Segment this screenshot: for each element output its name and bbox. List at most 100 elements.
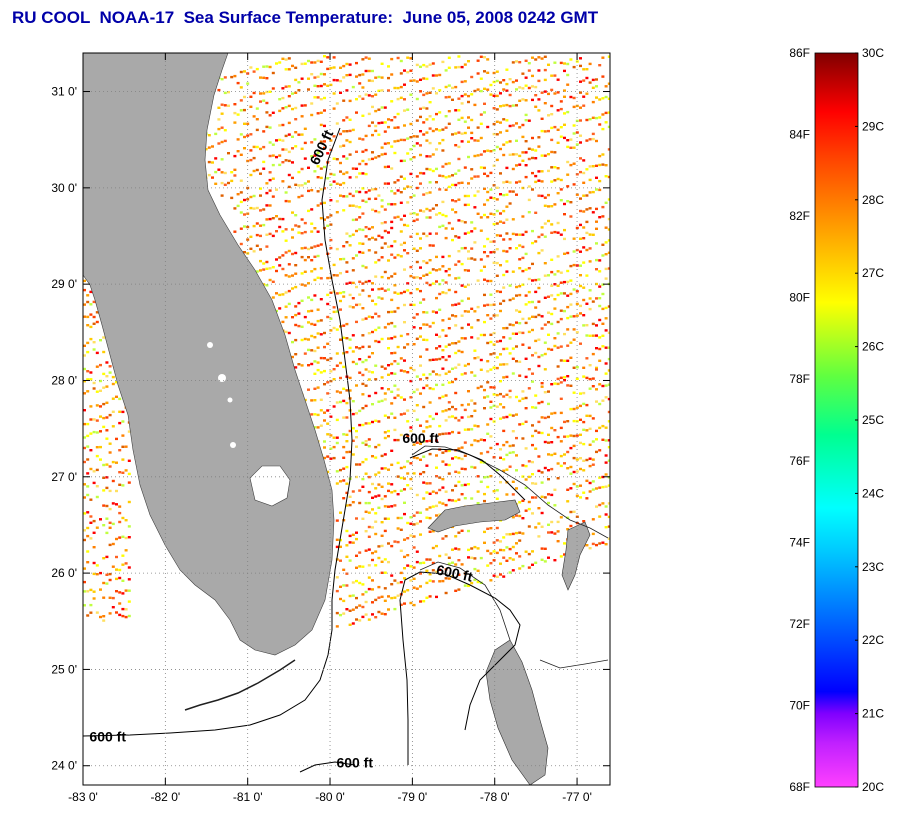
sst-pixel	[518, 233, 522, 236]
sst-pixel	[303, 104, 307, 107]
sst-pixel	[316, 244, 320, 247]
sst-pixel	[108, 365, 112, 368]
sst-pixel	[547, 92, 550, 96]
sst-pixel	[511, 451, 515, 454]
sst-pixel	[412, 247, 416, 250]
sst-pixel	[467, 194, 470, 198]
sst-pixel	[572, 105, 576, 109]
sst-pixel	[393, 579, 397, 582]
sst-pixel	[275, 309, 278, 313]
sst-pixel	[595, 400, 598, 403]
sst-pixel	[511, 444, 515, 447]
sst-pixel	[252, 224, 256, 228]
sst-pixel	[291, 316, 294, 319]
sst-pixel	[595, 207, 598, 211]
sst-pixel	[339, 161, 342, 165]
sst-pixel	[524, 113, 528, 117]
sst-pixel	[268, 126, 272, 129]
sst-pixel	[86, 445, 90, 448]
sst-pixel	[351, 427, 355, 430]
sst-pixel	[579, 91, 582, 94]
sst-pixel	[591, 165, 595, 168]
sst-pixel	[563, 309, 566, 313]
sst-pixel	[425, 376, 429, 380]
sst-pixel	[547, 219, 550, 223]
sst-pixel	[598, 98, 602, 101]
sst-pixel	[454, 408, 458, 411]
sst-pixel	[575, 406, 579, 409]
sst-pixel	[476, 439, 480, 443]
sst-pixel	[457, 302, 461, 305]
sst-pixel	[396, 56, 400, 60]
sst-pixel	[486, 174, 490, 178]
sst-pixel	[377, 194, 381, 197]
sst-pixel	[371, 299, 374, 302]
sst-pixel	[297, 81, 301, 84]
sst-pixel	[387, 202, 390, 206]
sst-pixel	[348, 559, 352, 562]
sst-pixel	[454, 200, 458, 203]
sst-pixel	[473, 258, 477, 261]
sst-pixel	[329, 329, 333, 332]
sst-pixel	[111, 522, 115, 526]
sst-pixel	[483, 102, 486, 105]
sst-pixel	[543, 274, 547, 277]
sst-pixel	[604, 85, 608, 88]
sst-pixel	[422, 260, 426, 263]
sst-pixel	[92, 430, 96, 434]
sst-pixel	[396, 97, 400, 101]
sst-pixel	[534, 174, 538, 178]
sst-pixel	[339, 183, 342, 186]
sst-pixel	[489, 579, 493, 582]
isobath-600ft-south	[299, 761, 356, 773]
sst-pixel	[329, 291, 333, 294]
sst-pixel	[332, 274, 336, 277]
sst-pixel	[588, 138, 592, 141]
sst-pixel	[467, 556, 470, 559]
sst-pixel	[473, 545, 477, 549]
sst-pixel	[425, 207, 429, 211]
sst-pixel	[438, 345, 442, 348]
sst-pixel	[451, 133, 454, 136]
sst-pixel	[591, 440, 595, 443]
sst-pixel	[127, 459, 131, 462]
sst-pixel	[515, 88, 518, 91]
sst-pixel	[460, 373, 464, 376]
sst-pixel	[371, 601, 374, 604]
sst-pixel	[499, 448, 502, 451]
sst-pixel	[543, 154, 547, 157]
sst-pixel	[115, 381, 118, 384]
sst-pixel	[486, 450, 490, 454]
sst-pixel	[415, 550, 419, 553]
sst-pixel	[489, 552, 493, 555]
sst-pixel	[559, 281, 563, 284]
sst-pixel	[380, 89, 384, 92]
sst-pixel	[377, 610, 381, 614]
sst-pixel	[95, 419, 99, 422]
sst-pixel	[479, 452, 483, 455]
sst-pixel	[444, 334, 448, 337]
sst-pixel	[265, 65, 269, 68]
sst-pixel	[361, 477, 365, 481]
sst-pixel	[531, 473, 534, 476]
sst-pixel	[441, 174, 445, 178]
sst-pixel	[307, 166, 310, 169]
sst-pixel	[524, 357, 528, 360]
sst-pixel	[431, 207, 435, 210]
sst-pixel	[361, 460, 365, 464]
sst-pixel	[399, 191, 403, 194]
sst-pixel	[588, 62, 592, 66]
sst-pixel	[492, 386, 496, 389]
sst-pixel	[127, 578, 131, 581]
sst-pixel	[588, 247, 592, 250]
sst-pixel	[102, 524, 106, 527]
sst-pixel	[566, 528, 570, 531]
sst-pixel	[275, 269, 278, 273]
sst-pixel	[515, 233, 518, 236]
sst-pixel	[284, 305, 288, 308]
sst-pixel	[563, 123, 566, 126]
sst-pixel	[371, 188, 374, 191]
sst-pixel	[499, 456, 502, 459]
sst-pixel	[326, 56, 330, 59]
sst-pixel	[511, 372, 515, 375]
